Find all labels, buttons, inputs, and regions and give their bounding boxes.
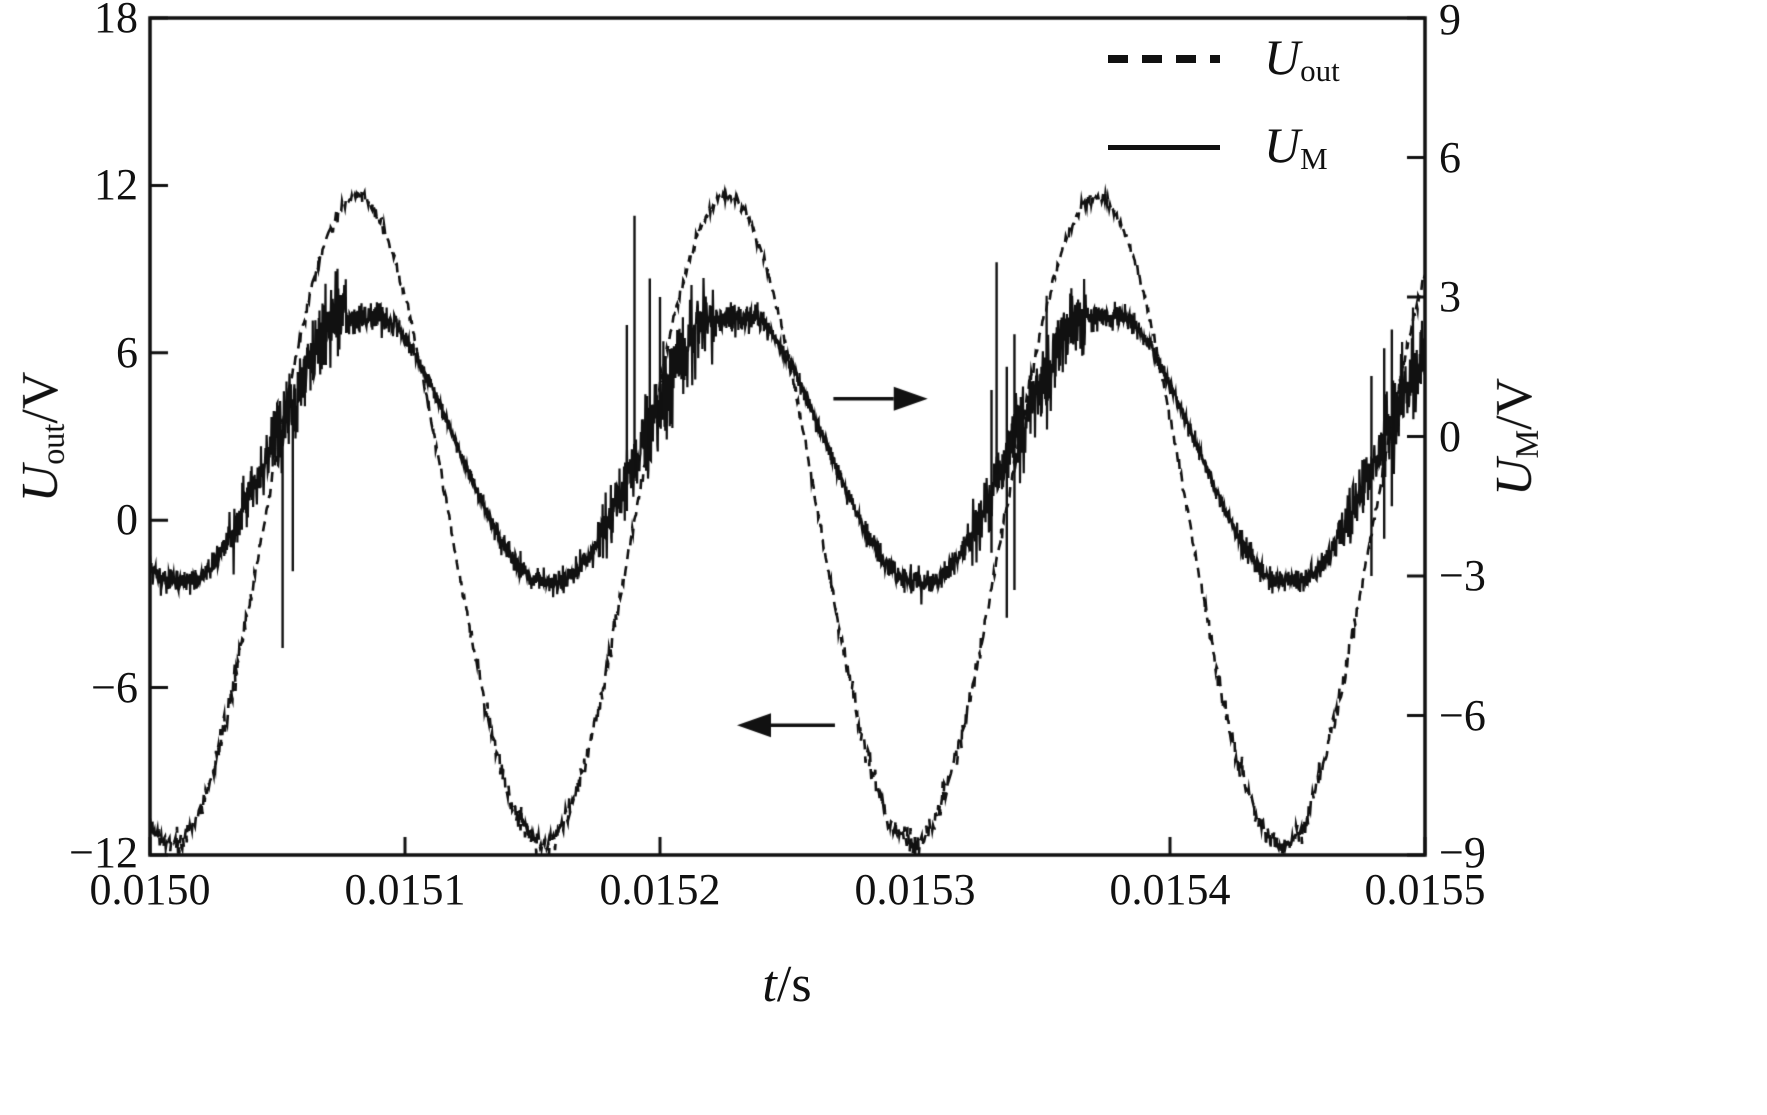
y-axis-title-left: Uout/V (11, 371, 71, 503)
x-tick-label: 0.0155 (1364, 865, 1486, 914)
y-axis-title-right: UM/V (1485, 377, 1545, 497)
y-left-tick-label: −6 (91, 663, 138, 712)
x-unit: /s (776, 956, 812, 1013)
y-left-tick-label: 18 (94, 0, 138, 42)
y-right-tick-label: 6 (1439, 133, 1461, 182)
legend-item-uout: Uout (1108, 30, 1340, 88)
y-right-tick-label: −3 (1439, 551, 1486, 600)
y-right-tick-label: 9 (1439, 0, 1461, 44)
x-tick-label: 0.0154 (1109, 865, 1231, 914)
solid-line-sample (1108, 144, 1220, 150)
x-tick-label: 0.0153 (854, 865, 976, 914)
legend: Uout UM (1108, 30, 1340, 176)
legend-uout-subscript: out (1300, 52, 1340, 88)
y-right-subscript: M (1508, 429, 1545, 459)
x-tick-label: 0.0150 (89, 865, 211, 914)
dashed-line-sample (1108, 55, 1220, 63)
y-left-variable: U (11, 464, 69, 503)
x-axis-title: t/s (762, 959, 811, 1011)
y-right-tick-label: −9 (1439, 828, 1486, 877)
y-right-tick-label: −6 (1439, 691, 1486, 740)
legend-item-um: UM (1108, 118, 1340, 176)
y-right-tick-label: 0 (1439, 412, 1461, 461)
y-left-subscript: out (34, 423, 71, 465)
x-variable: t (762, 956, 777, 1013)
y-left-unit: /V (11, 371, 69, 424)
y-left-tick-label: 12 (94, 160, 138, 209)
legend-um-subscript: M (1300, 140, 1328, 176)
y-right-tick-label: 3 (1439, 272, 1461, 321)
y-right-unit: /V (1485, 377, 1543, 430)
legend-uout-variable: U (1264, 29, 1301, 86)
y-right-variable: U (1485, 458, 1543, 497)
y-left-tick-label: −12 (69, 828, 138, 877)
x-tick-label: 0.0151 (344, 865, 466, 914)
legend-label-uout: Uout (1264, 32, 1340, 86)
y-left-tick-label: 0 (116, 495, 138, 544)
legend-label-um: UM (1264, 120, 1328, 174)
x-tick-label: 0.0152 (599, 865, 721, 914)
y-left-tick-label: 6 (116, 328, 138, 377)
legend-um-variable: U (1264, 117, 1301, 174)
